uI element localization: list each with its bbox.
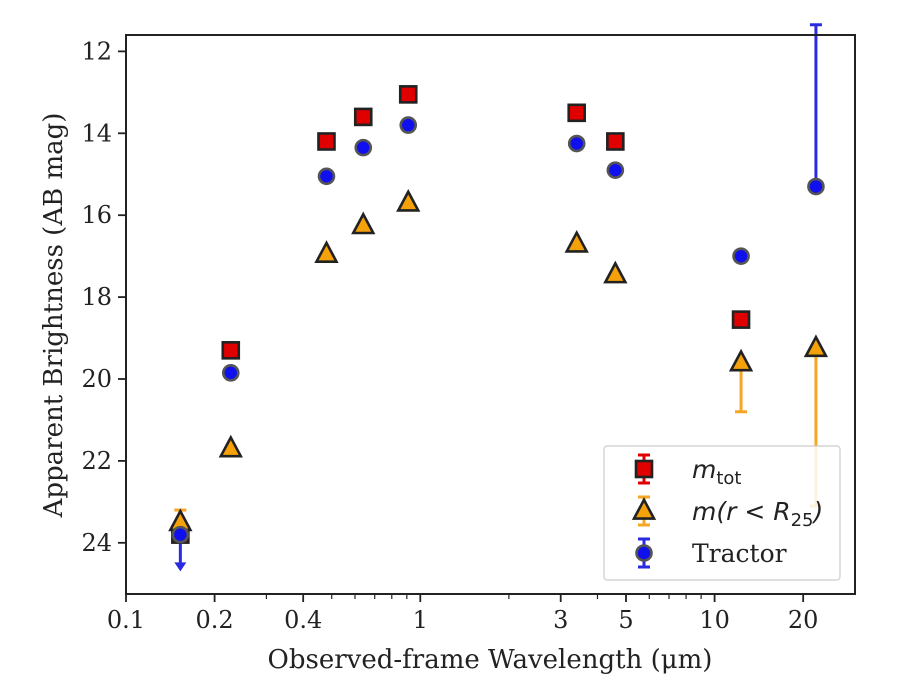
data-point — [354, 138, 373, 157]
plot-frame — [125, 34, 856, 595]
y-tick-label: 14 — [81, 119, 112, 147]
data-point — [732, 247, 750, 265]
data-point — [317, 132, 336, 151]
data-point — [399, 116, 418, 134]
data-point — [603, 260, 628, 284]
x-tick-label: 0.4 — [284, 606, 322, 634]
data-point — [221, 364, 240, 382]
data-point — [353, 107, 373, 127]
data-point — [317, 167, 336, 186]
data-point — [731, 310, 751, 329]
data-point — [807, 177, 825, 196]
x-tick-label: 10 — [699, 606, 730, 634]
x-tick-label: 5 — [618, 606, 633, 634]
data-point — [567, 134, 586, 153]
legend-marker — [634, 459, 654, 479]
upper-limit-arrow — [174, 562, 187, 572]
legend: mtot m(r < R25) Tractor — [603, 445, 841, 581]
legend-box — [603, 445, 841, 581]
legend-marker — [631, 497, 657, 520]
x-axis-label: Observed-frame Wavelength (μm) — [268, 645, 713, 675]
y-axis-label: Apparent Brightness (AB mag) — [39, 113, 69, 519]
plot-area — [168, 23, 829, 572]
legend-label: Tractor — [692, 539, 787, 568]
data-point — [606, 161, 625, 179]
data-point — [171, 525, 190, 544]
y-tick-label: 16 — [81, 201, 112, 229]
y-tick-label: 24 — [81, 529, 112, 557]
y-tick-label: 12 — [81, 37, 112, 65]
data-point — [396, 188, 421, 212]
data-point — [398, 85, 418, 104]
x-tick-label: 3 — [553, 606, 568, 634]
data-point — [218, 434, 243, 458]
data-point — [314, 240, 339, 263]
x-tick-label: 1 — [413, 606, 428, 634]
y-tick-label: 20 — [81, 365, 112, 393]
legend-label: mtot — [692, 455, 742, 489]
x-tick-label: 0.2 — [196, 606, 234, 634]
axes: 0.1 0.2 0.4 1 3 5 10 20 12 14 16 18 20 22 24 — [81, 34, 856, 634]
data-point — [728, 348, 754, 372]
x-tick-label: 20 — [788, 606, 819, 634]
y-tick-label: 22 — [81, 447, 112, 475]
y-tick-label: 18 — [81, 283, 112, 311]
x-tick-label: 0.1 — [107, 606, 145, 634]
data-point — [564, 229, 589, 253]
legend-label: m(r < R25) — [692, 497, 823, 531]
legend-marker — [635, 544, 653, 562]
data-point — [351, 211, 376, 235]
data-point — [221, 341, 241, 360]
data-point — [803, 334, 829, 358]
data-point — [567, 103, 587, 123]
data-point — [606, 132, 625, 151]
